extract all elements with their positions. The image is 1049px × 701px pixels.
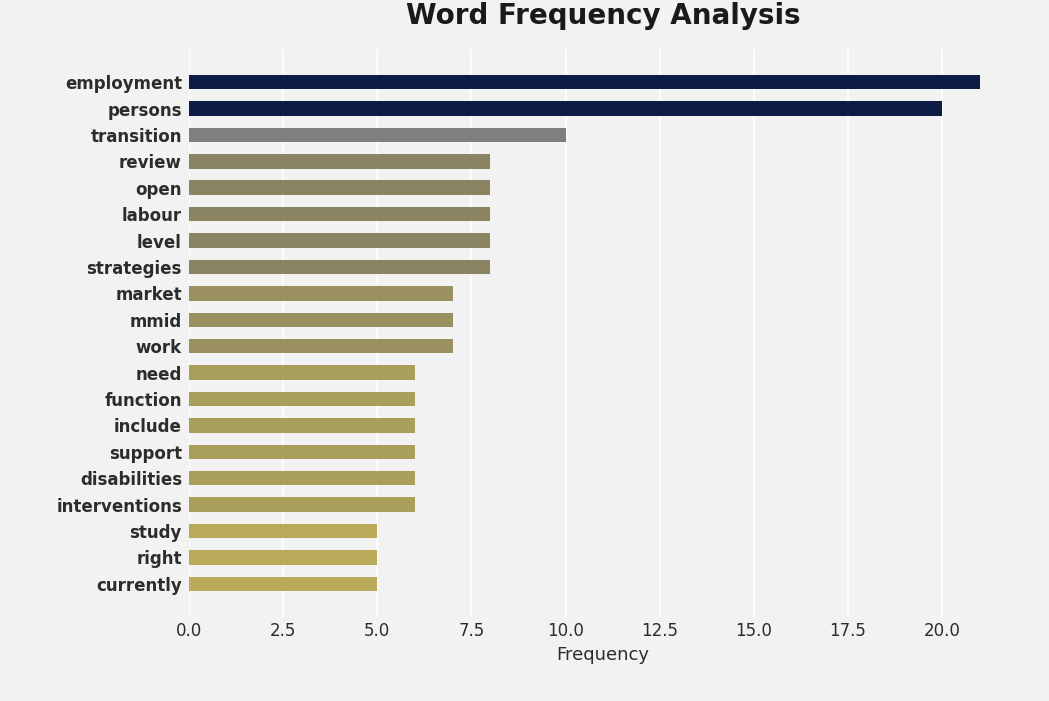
Bar <box>189 101 942 116</box>
Bar <box>189 365 414 380</box>
Bar <box>189 339 452 353</box>
X-axis label: Frequency: Frequency <box>557 646 649 664</box>
Bar <box>189 154 490 169</box>
Bar <box>189 392 414 407</box>
Bar <box>189 233 490 248</box>
Title: Word Frequency Analysis: Word Frequency Analysis <box>406 2 800 30</box>
Bar <box>189 471 414 486</box>
Bar <box>189 128 565 142</box>
Bar <box>189 207 490 222</box>
Bar <box>189 259 490 274</box>
Bar <box>189 497 414 512</box>
Bar <box>189 550 378 565</box>
Bar <box>189 286 452 301</box>
Bar <box>189 524 378 538</box>
Bar <box>189 576 378 591</box>
Bar <box>189 180 490 195</box>
Bar <box>189 313 452 327</box>
Bar <box>189 444 414 459</box>
Bar <box>189 75 980 90</box>
Bar <box>189 418 414 433</box>
